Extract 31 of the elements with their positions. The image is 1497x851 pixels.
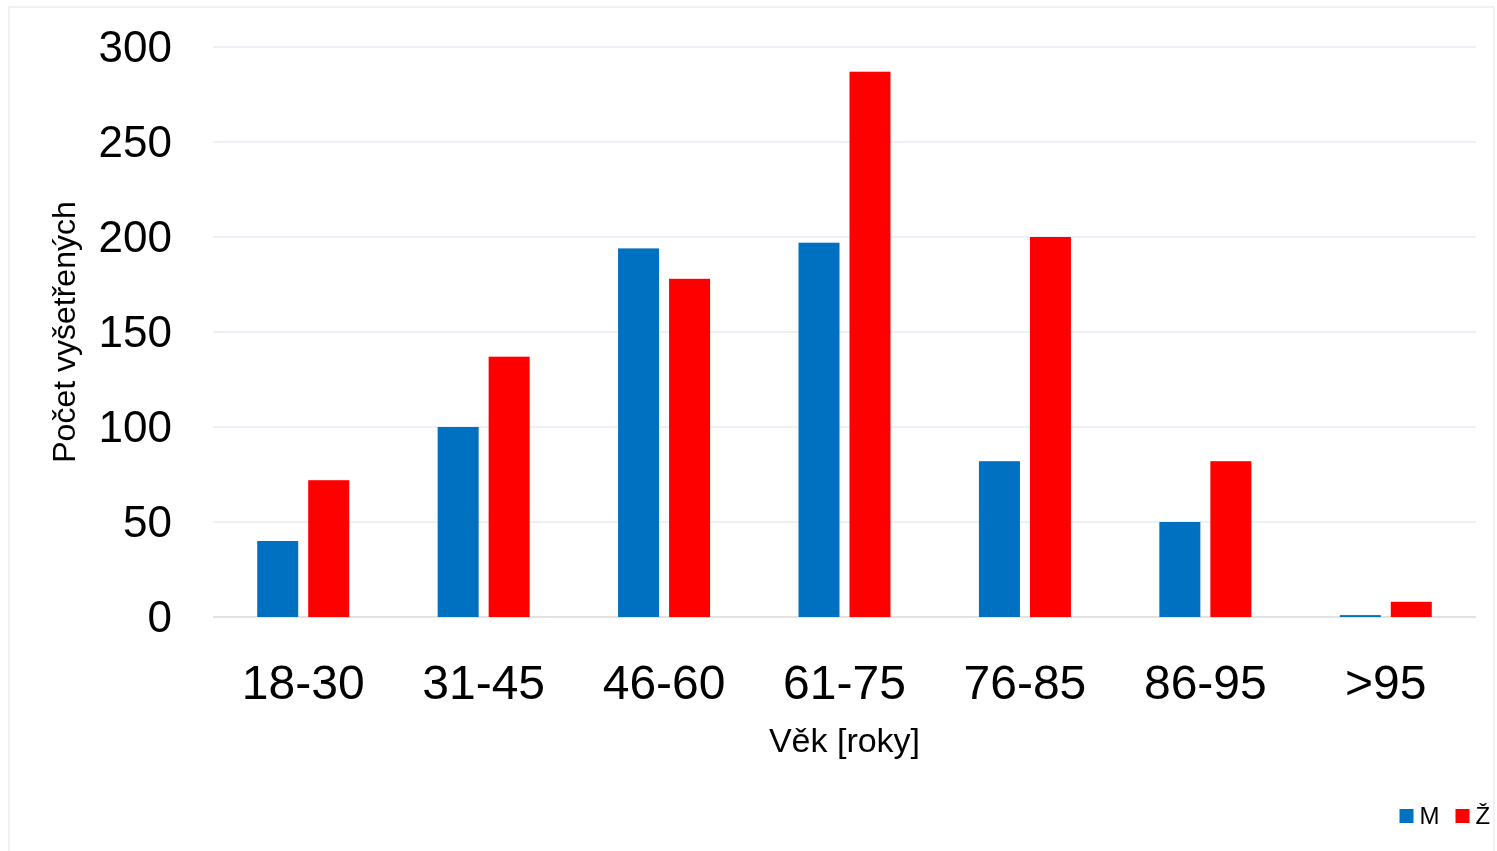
bar [308,480,350,617]
bar [257,541,299,617]
legend-label: Ž [1475,802,1491,830]
bar [1210,461,1252,617]
x-tick-label: 86-95 [1143,655,1267,709]
x-tick-label: 76-85 [963,655,1087,709]
bar [1029,237,1071,617]
x-tick-label: 46-60 [602,655,726,709]
y-tick-label: 300 [98,22,172,72]
x-axis-title: Věk [roky] [768,720,921,759]
y-tick-label: 50 [123,497,172,547]
y-tick-label: 100 [98,402,172,452]
x-tick-label: 18-30 [241,655,365,709]
x-tick-label: 31-45 [422,655,546,709]
bar [669,278,711,617]
x-tick-label: 61-75 [783,655,906,709]
y-axis-title: Počet vyšetřených [46,201,83,463]
bar [618,248,660,617]
y-tick-label: 250 [98,117,172,167]
bar [1159,522,1201,617]
bar [437,427,479,617]
y-tick-label: 0 [147,592,172,642]
bar [849,71,891,617]
bar [1390,601,1432,617]
y-tick-label: 150 [98,307,172,357]
bar [488,356,530,617]
bar [798,242,840,617]
y-tick-label: 200 [98,212,172,262]
legend-label: M [1419,802,1440,830]
x-tick-label: >95 [1345,655,1427,709]
bar [978,461,1020,617]
